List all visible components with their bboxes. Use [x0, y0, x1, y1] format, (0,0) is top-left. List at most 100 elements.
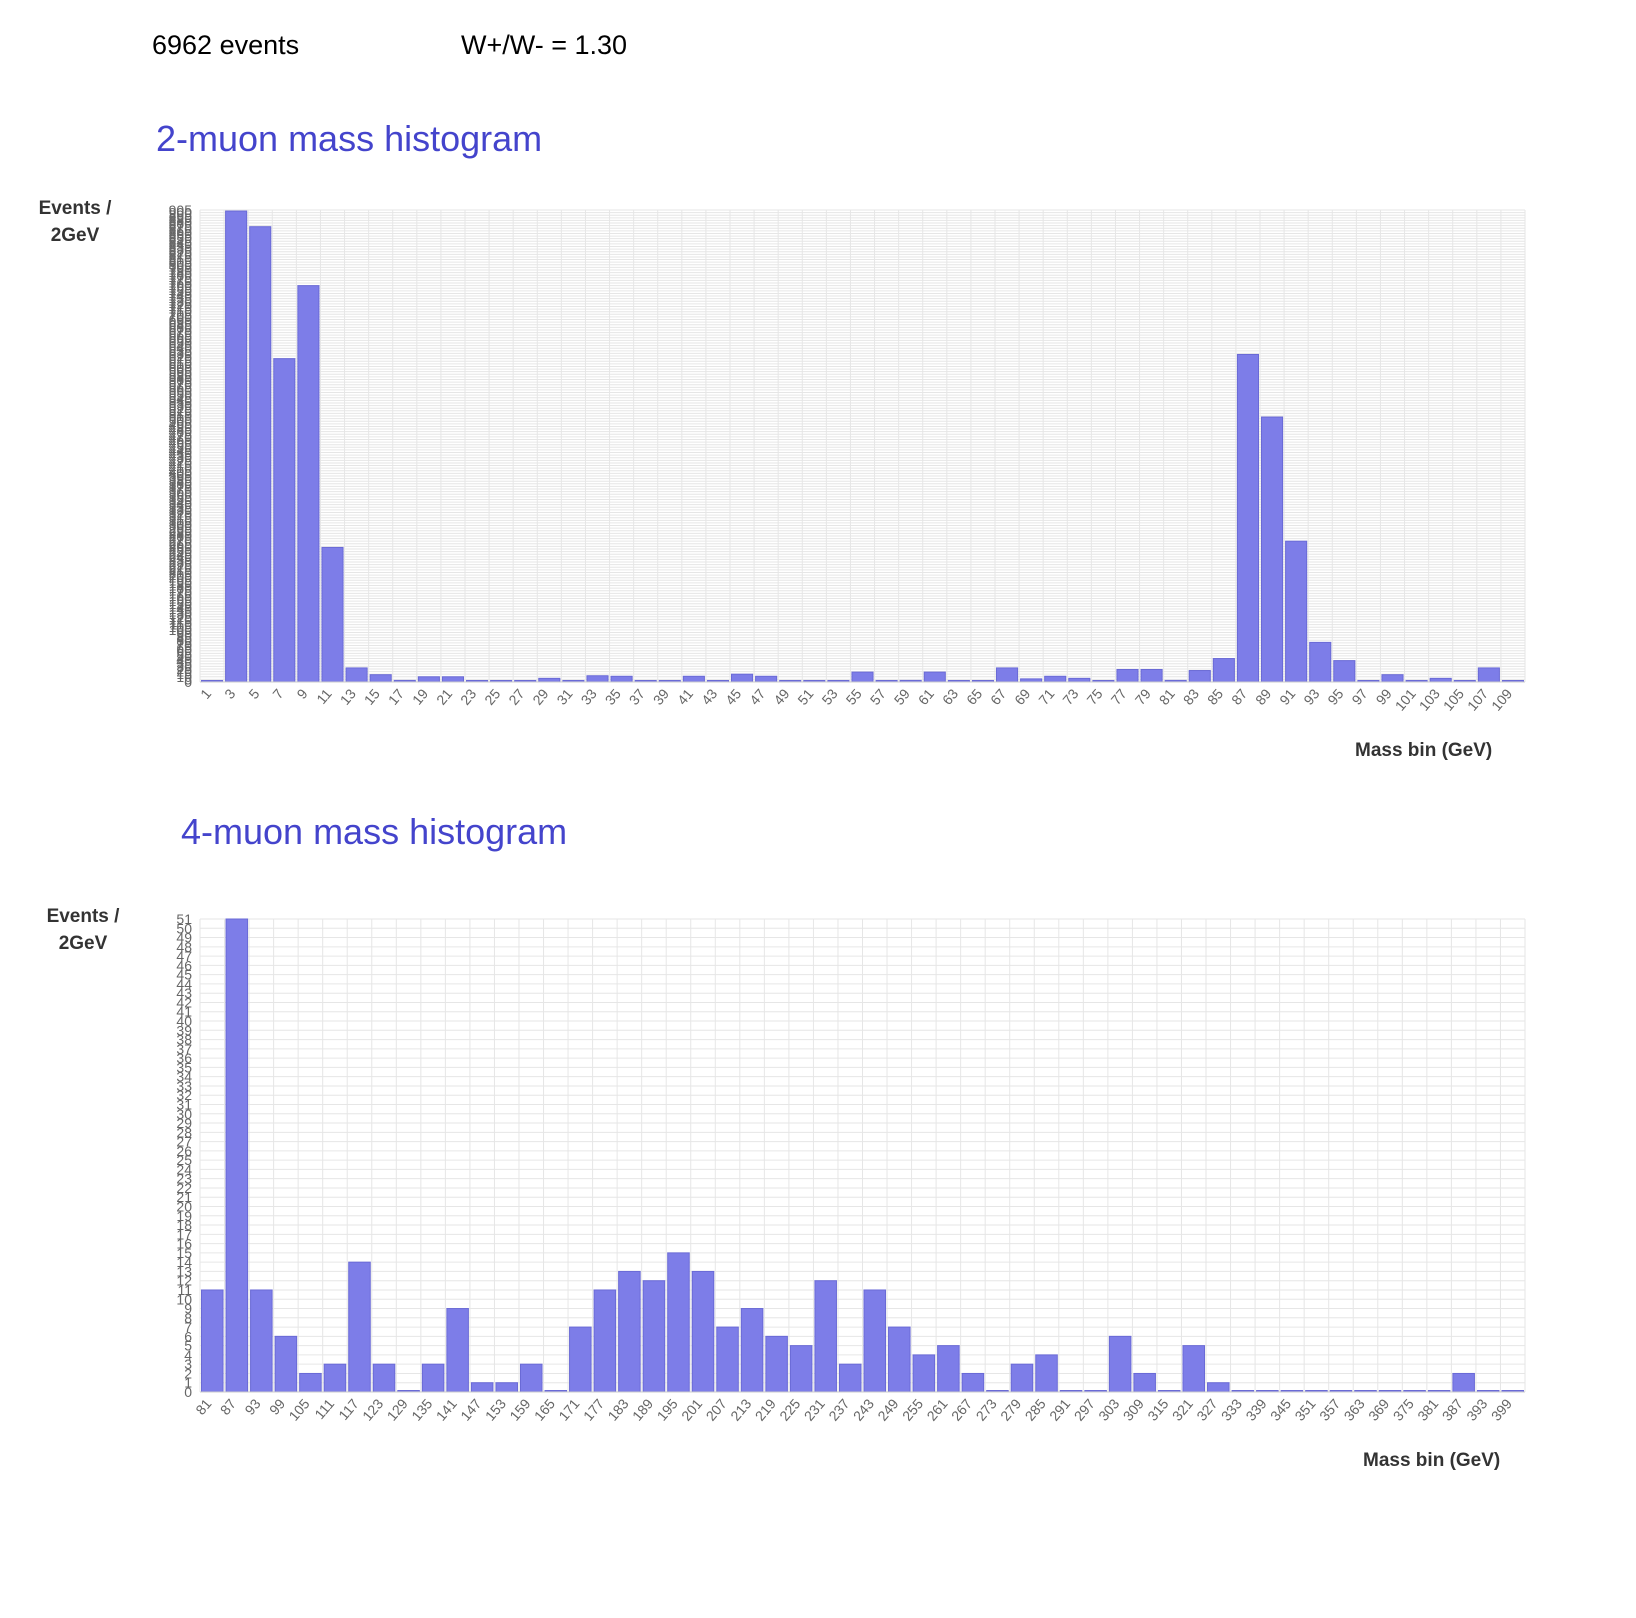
- two-muon-y-tick-label: 905: [169, 202, 193, 218]
- four-muon-y-tick-label: 50: [176, 920, 192, 936]
- two-muon-y-tick-label: 300: [169, 518, 193, 534]
- four-muon-x-tick-label: 117: [335, 1395, 362, 1423]
- four-muon-x-tick-label: 315: [1144, 1395, 1171, 1423]
- two-muon-y-tick-label: 410: [169, 460, 193, 476]
- four-muon-bar-207: [716, 1326, 739, 1393]
- two-muon-y-tick-label: 845: [169, 233, 193, 249]
- two-muon-y-tick-label: 505: [169, 411, 193, 427]
- two-muon-y-tick-label: 135: [169, 604, 193, 620]
- two-muon-y-tick-label: 575: [169, 374, 193, 390]
- two-muon-y-tick-label: 515: [169, 405, 193, 421]
- two-muon-y-tick-label: 725: [169, 296, 193, 312]
- two-muon-y-tick-label: 770: [169, 272, 193, 288]
- two-muon-y-tick-label: 665: [169, 327, 193, 343]
- two-muon-y-tick-label: 45: [176, 651, 192, 667]
- two-muon-y-tick-label: 500: [169, 413, 193, 429]
- four-muon-y-tick-label: 19: [176, 1208, 192, 1224]
- two-muon-y-tick-label: 250: [169, 544, 193, 560]
- event-count: 6962 events: [152, 30, 300, 60]
- two-muon-y-tick-label: 840: [169, 236, 193, 252]
- two-muon-y-tick-label: 200: [169, 570, 193, 586]
- four-muon-bar-123: [372, 1363, 396, 1393]
- two-muon-y-tick-label: 390: [169, 471, 193, 487]
- four-muon-y-tick-label: 9: [184, 1301, 192, 1317]
- two-muon-y-tick-label: 90: [176, 627, 192, 643]
- four-muon-bar-105: [299, 1372, 322, 1393]
- four-muon-x-tick-label: 387: [1439, 1395, 1466, 1423]
- two-muon-y-tick-label: 620: [169, 351, 193, 367]
- two-muon-y-tick-label: 890: [169, 210, 193, 226]
- four-muon-y-tick-label: 35: [176, 1059, 192, 1075]
- two-muon-y-tick-label: 20: [176, 664, 192, 680]
- two-muon-y-tick-label: 455: [169, 437, 193, 453]
- four-muon-x-tick-label: 399: [1488, 1395, 1515, 1423]
- four-muon-y-tick-label: 20: [176, 1199, 192, 1215]
- two-muon-y-tick-label: 70: [176, 637, 192, 653]
- four-muon-x-tick-label: 261: [923, 1395, 950, 1423]
- two-muon-y-tick-label: 370: [169, 481, 193, 497]
- chart-title-2-muon: 2-muon mass histogram: [156, 118, 543, 159]
- two-muon-y-tick-label: 685: [169, 317, 193, 333]
- two-muon-y-tick-label: 800: [169, 257, 193, 273]
- two-muon-y-tick-label: 510: [169, 408, 193, 424]
- two-muon-y-tick-label: 850: [169, 231, 193, 247]
- four-muon-y-tick-label: 28: [176, 1124, 192, 1140]
- four-muon-x-tick-label: 291: [1046, 1395, 1073, 1423]
- four-muon-x-tick-label: 213: [727, 1395, 754, 1423]
- four-muon-y-tick-label: 48: [176, 939, 192, 955]
- four-muon-x-tick-label: 183: [604, 1395, 631, 1423]
- four-muon-x-tick-label: 285: [1022, 1395, 1049, 1423]
- four-muon-bar-153: [495, 1382, 518, 1393]
- two-muon-y-tick-label: 735: [169, 291, 193, 307]
- two-muon-y-tick-label: 60: [176, 643, 192, 659]
- two-muon-y-tick-label: 720: [169, 298, 193, 314]
- four-muon-bar-255: [912, 1354, 936, 1393]
- four-muon-x-tick-label: 393: [1463, 1395, 1490, 1423]
- two-muon-y-tick-label: 145: [169, 598, 193, 614]
- four-muon-y-tick-label: 5: [184, 1338, 192, 1354]
- two-muon-y-tick-label: 0: [184, 674, 192, 690]
- two-muon-y-tick-label: 80: [176, 632, 192, 648]
- two-muon-y-tick-label: 530: [169, 398, 193, 414]
- four-muon-y-tick-label: 8: [184, 1310, 192, 1326]
- two-muon-y-tick-label: 830: [169, 241, 193, 257]
- four-muon-x-tick-label: 195: [653, 1395, 680, 1423]
- two-muon-y-tick-label: 325: [169, 504, 193, 520]
- two-muon-y-tick-label: 675: [169, 322, 193, 338]
- four-muon-x-tick-label: 279: [997, 1395, 1024, 1423]
- two-muon-y-tick-label: 760: [169, 278, 193, 294]
- two-muon-y-tick-label: 115: [170, 614, 193, 630]
- two-muon-y-tick-label: 400: [169, 465, 193, 481]
- two-muon-y-tick-label: 795: [169, 259, 193, 275]
- four-muon-y-tick-label: 4: [184, 1347, 192, 1363]
- two-muon-y-tick-label: 885: [169, 212, 193, 228]
- four-muon-y-tick-label: 51: [176, 911, 192, 927]
- four-muon-x-tick-label: 309: [1120, 1395, 1147, 1423]
- two-muon-y-tick-label: 185: [169, 578, 193, 594]
- four-muon-x-tick-label: 141: [433, 1395, 460, 1423]
- two-muon-y-tick-label: 495: [169, 416, 193, 432]
- two-muon-y-tick-label: 835: [169, 239, 193, 255]
- two-muon-y-tick-label: 175: [169, 583, 193, 599]
- four-muon-x-tick-label: 165: [531, 1395, 558, 1423]
- two-muon-y-tick-label: 540: [169, 392, 193, 408]
- four-muon-x-tick-label: 189: [629, 1395, 656, 1423]
- two-muon-y-tick-label: 895: [169, 207, 193, 223]
- four-muon-x-tick-label: 111: [311, 1395, 337, 1422]
- four-muon-y-tick-label: 7: [184, 1319, 192, 1335]
- two-muon-y-tick-label: 485: [169, 421, 193, 437]
- four-muon-y-tick-label: 44: [176, 976, 192, 992]
- four-muon-y-tick-label: 39: [176, 1022, 192, 1038]
- four-muon-x-tick-label: 375: [1390, 1395, 1417, 1423]
- two-muon-y-tick-label: 435: [169, 447, 193, 463]
- two-muon-y-tick-label: 625: [169, 348, 193, 364]
- two-muon-y-tick-label: 690: [169, 314, 193, 330]
- four-muon-x-tick-label: 333: [1218, 1395, 1245, 1423]
- four-muon-x-tick-label: 267: [948, 1395, 975, 1423]
- two-muon-y-tick-label: 415: [169, 458, 193, 474]
- two-muon-y-tick-label: 265: [169, 536, 193, 552]
- two-muon-y-tick-label: 130: [169, 606, 193, 622]
- four-muon-x-tick-label: 147: [457, 1395, 484, 1423]
- four-muon-y-tick-label: 11: [177, 1282, 192, 1298]
- four-muon-x-tick-label: 243: [850, 1395, 877, 1423]
